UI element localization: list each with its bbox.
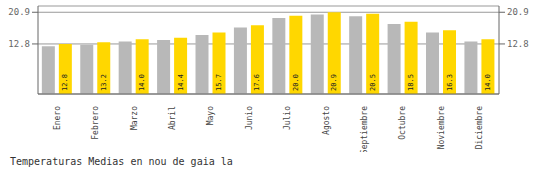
- svg-text:18.5: 18.5: [407, 74, 415, 91]
- svg-text:14.0: 14.0: [484, 74, 492, 91]
- svg-text:Enero: Enero: [53, 106, 62, 130]
- html-text:Temperaturas Medias en nou de: Temperaturas Medias en nou de gaia la: [10, 156, 233, 167]
- svg-text:14.4: 14.4: [177, 74, 185, 91]
- svg-text:Agosto: Agosto: [322, 106, 331, 135]
- svg-text:20.9: 20.9: [330, 74, 338, 91]
- svg-text:12.8: 12.8: [8, 39, 30, 49]
- svg-text:Mayo: Mayo: [206, 106, 215, 125]
- svg-text:17.6: 17.6: [253, 74, 261, 91]
- svg-text:20.9: 20.9: [8, 7, 30, 17]
- svg-text:13.2: 13.2: [100, 74, 108, 91]
- svg-text:20.0: 20.0: [292, 74, 300, 91]
- svg-text:Julio: Julio: [283, 106, 292, 130]
- svg-text:14.0: 14.0: [138, 74, 146, 91]
- svg-text:Marzo: Marzo: [130, 106, 139, 130]
- svg-text:Septiembre: Septiembre: [360, 106, 369, 152]
- svg-text:Octubre: Octubre: [398, 106, 407, 140]
- svg-text:20.5: 20.5: [369, 74, 377, 91]
- svg-text:Febrero: Febrero: [91, 106, 100, 140]
- svg-text:Abril: Abril: [168, 106, 177, 130]
- svg-text:20.9: 20.9: [507, 7, 529, 17]
- svg-text:12.8: 12.8: [507, 39, 529, 49]
- svg-text:16.3: 16.3: [446, 74, 454, 91]
- svg-text:Noviembre: Noviembre: [437, 106, 446, 150]
- svg-text:Diciembre: Diciembre: [475, 106, 484, 150]
- svg-text:15.7: 15.7: [215, 74, 223, 91]
- svg-text:12.8: 12.8: [61, 74, 69, 91]
- svg-text:Junio: Junio: [245, 106, 254, 130]
